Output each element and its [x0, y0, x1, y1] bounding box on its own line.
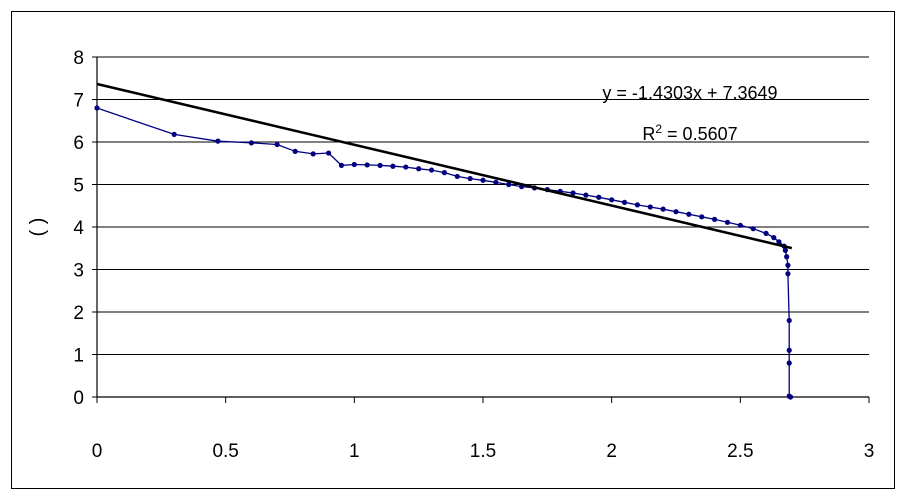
data-point	[785, 271, 791, 277]
data-point	[428, 167, 435, 173]
data-point	[390, 163, 396, 169]
data-point	[454, 173, 460, 180]
y-tick-label: 3	[73, 261, 84, 282]
data-point	[634, 202, 641, 208]
data-point	[215, 138, 221, 144]
y-tick-label: 4	[73, 218, 84, 239]
x-tick-label: 1	[349, 441, 360, 462]
data-series	[94, 105, 794, 400]
data-point	[609, 197, 615, 203]
trendline	[96, 82, 793, 250]
data-point	[724, 219, 731, 225]
data-point	[621, 199, 628, 205]
r-squared-prefix: R	[642, 124, 655, 144]
data-point	[771, 235, 777, 241]
data-point	[506, 181, 512, 188]
r-squared-value: = 0.5607	[662, 124, 738, 144]
x-tick-label: 3	[864, 441, 875, 462]
data-point	[467, 175, 473, 182]
data-point	[660, 206, 666, 212]
trendline-equation: y = -1.4303x + 7.3649	[602, 83, 777, 103]
data-point	[647, 204, 653, 210]
data-point	[763, 230, 769, 236]
x-tick-label: 0.5	[212, 441, 238, 462]
data-point	[416, 166, 422, 172]
data-point	[786, 317, 792, 324]
data-point	[686, 211, 692, 217]
series-line	[96, 107, 791, 398]
data-point	[787, 394, 794, 400]
y-tick-label: 7	[73, 91, 84, 112]
data-point	[377, 162, 383, 168]
data-point	[403, 164, 409, 170]
data-point	[786, 347, 792, 353]
data-point	[784, 254, 790, 260]
x-tick-label: 2	[606, 441, 617, 462]
chart-frame	[11, 11, 895, 489]
x-tick-labels: 0 0.5 1 1.5 2 2.5 3	[92, 441, 875, 462]
data-point	[750, 226, 756, 232]
y-tick-label: 2	[73, 303, 84, 324]
gridlines	[97, 56, 869, 355]
y-tick-label: 1	[73, 346, 84, 367]
data-point	[310, 151, 316, 157]
y-axis-label: ( )	[27, 218, 49, 237]
data-point	[776, 239, 782, 245]
data-point	[351, 161, 357, 168]
data-point	[441, 170, 447, 176]
data-point	[248, 140, 254, 146]
data-point	[570, 190, 576, 196]
y-tick-label: 6	[73, 133, 84, 154]
data-point	[712, 216, 718, 222]
data-point	[364, 162, 370, 168]
r-squared-superscript: 2	[655, 122, 662, 136]
data-point	[338, 162, 345, 168]
data-point	[673, 209, 679, 215]
x-tick-label: 1.5	[470, 441, 496, 462]
data-point	[171, 131, 177, 137]
data-point	[786, 360, 792, 366]
data-point	[274, 141, 280, 148]
x-tick-label: 0	[92, 441, 103, 462]
data-point	[782, 247, 788, 253]
y-tick-label: 0	[73, 388, 84, 409]
r-squared-label: R2 = 0.5607	[642, 122, 737, 144]
y-tick-labels: 0 1 2 3 4 5 6 7 8	[73, 48, 84, 409]
y-tick-label: 5	[73, 176, 84, 197]
data-point	[94, 105, 100, 111]
data-point	[785, 262, 791, 268]
data-point	[596, 194, 602, 200]
data-point	[480, 177, 486, 183]
data-point	[737, 222, 743, 228]
y-tick-label: 8	[73, 48, 84, 69]
data-point	[493, 179, 499, 185]
data-point	[292, 148, 298, 154]
data-point	[326, 150, 332, 156]
axes	[92, 56, 870, 403]
data-point	[583, 192, 589, 198]
data-point	[699, 214, 705, 220]
x-tick-label: 2.5	[727, 441, 753, 462]
